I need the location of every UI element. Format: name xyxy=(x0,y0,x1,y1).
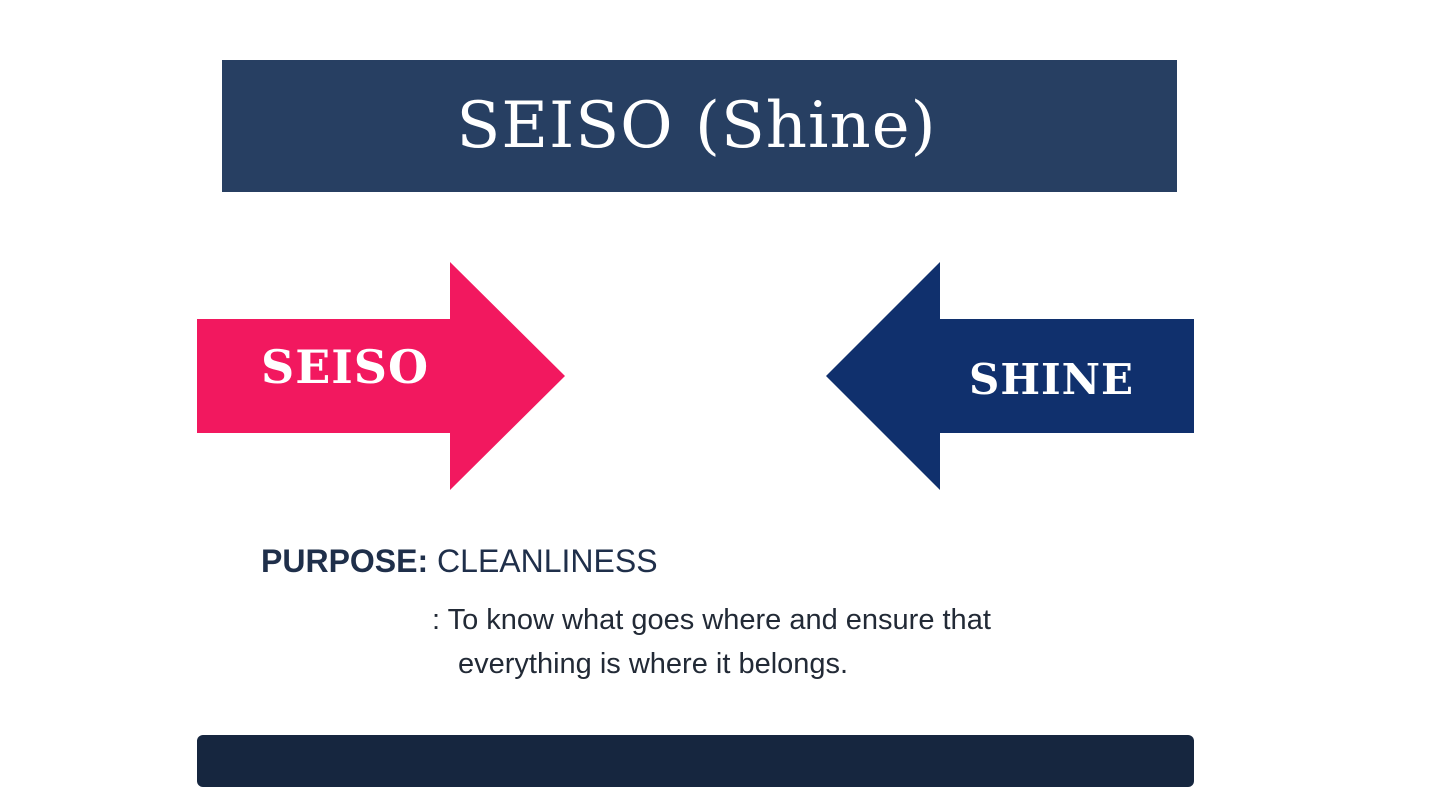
footer-bar xyxy=(197,735,1194,787)
purpose-value: CLEANLINESS xyxy=(437,543,658,579)
purpose-key: PURPOSE: xyxy=(261,543,429,579)
left-pointing-arrow-icon xyxy=(826,262,1194,490)
title-banner: SEISO (Shine) xyxy=(222,60,1177,192)
right-pointing-arrow-icon xyxy=(197,262,565,490)
purpose-description: : To know what goes where and ensure tha… xyxy=(432,598,1132,686)
seiso-arrow-label: SEISO xyxy=(261,340,430,394)
purpose-line: PURPOSE: CLEANLINESS xyxy=(261,545,658,577)
slide-title: SEISO (Shine) xyxy=(456,89,937,163)
purpose-description-line1: : To know what goes where and ensure tha… xyxy=(432,604,991,636)
purpose-description-line2: everything is where it belongs. xyxy=(458,648,849,680)
shine-arrow: SHINE xyxy=(826,262,1194,490)
seiso-arrow: SEISO xyxy=(197,262,565,490)
shine-arrow-label: SHINE xyxy=(969,355,1135,404)
